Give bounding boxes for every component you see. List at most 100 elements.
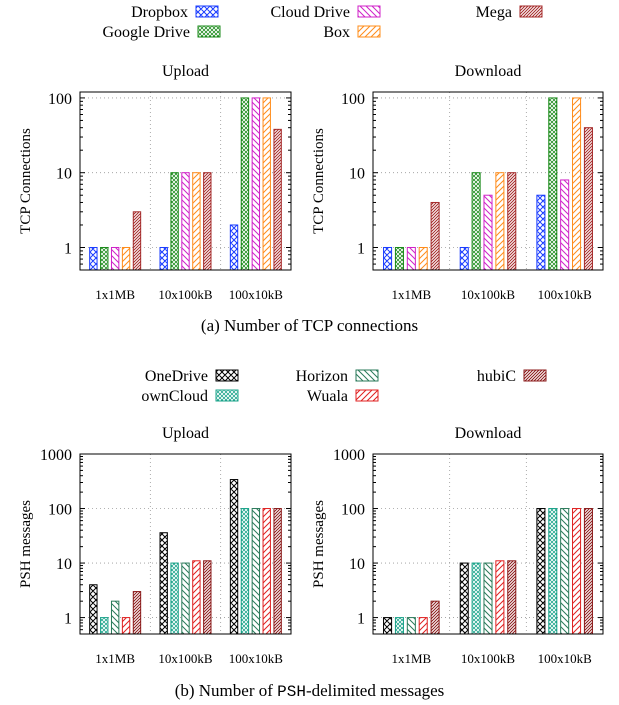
x-tick-label: 100x10kB	[229, 287, 284, 302]
x-tick-label: 10x100kB	[158, 651, 213, 666]
bar-dropbox-100x10kb	[536, 194, 546, 271]
bar-dropbox-100x10kb	[229, 224, 239, 271]
legend-label: ownCloud	[141, 388, 208, 405]
bar-hubic-1x1mb	[430, 600, 440, 635]
bar-box-100x10kb	[262, 97, 271, 271]
bar-cloud-drive-10x100kb	[181, 172, 190, 271]
y-tick-label: 1	[357, 240, 365, 257]
chart-title: Upload	[162, 425, 209, 442]
bar-box-1x1mb	[121, 246, 131, 271]
x-tick-label: 10x100kB	[158, 287, 213, 302]
bar-onedrive-1x1mb	[89, 584, 98, 635]
plot-frame	[372, 453, 604, 635]
legend-label: Wuala	[307, 388, 348, 405]
bar-dropbox-1x1mb	[89, 246, 98, 271]
legend-swatch	[523, 369, 547, 382]
bar-dropbox-10x100kb	[159, 246, 168, 271]
legend-swatch	[357, 25, 381, 38]
bar-cloud-drive-1x1mb	[406, 246, 416, 271]
y-axis-label: PSH messages	[311, 500, 327, 588]
bar-cloud-drive-10x100kb	[483, 194, 493, 271]
legend-label: Horizon	[296, 368, 348, 385]
legend-label: Cloud Drive	[270, 4, 350, 21]
x-tick-label: 100x10kB	[229, 651, 284, 666]
bar-box-1x1mb	[418, 246, 428, 271]
bar-mega-10x100kb	[507, 172, 517, 271]
plot-frame	[79, 91, 292, 271]
y-tick-label: 10	[56, 166, 72, 183]
chart-panel-1: 1 10 100 1x1MB 10x100kB 100x10kB Download TCP C…	[311, 63, 604, 302]
bar-wuala-10x100kb	[192, 560, 201, 635]
bar-cloud-drive-1x1mb	[110, 246, 120, 271]
legend-label: Mega	[476, 4, 512, 21]
chart-panel-3: 1 10 100 1000 1x1MB 10x100kB 100x10kB Download P…	[311, 425, 604, 666]
caption-b: (b) Number of PSH-delimited messages	[174, 681, 445, 701]
bar-horizon-1x1mb	[406, 617, 416, 635]
chart-title: Download	[455, 63, 522, 80]
bar-onedrive-100x10kb	[229, 479, 239, 635]
y-tick-label: 100	[48, 502, 72, 519]
plot-frame	[372, 91, 604, 271]
bar-cloud-drive-100x10kb	[251, 97, 261, 271]
legend-label: OneDrive	[145, 368, 208, 385]
bar-owncloud-100x10kb	[240, 508, 250, 635]
x-tick-label: 1x1MB	[95, 287, 135, 302]
bar-dropbox-10x100kb	[459, 246, 469, 271]
bar-wuala-1x1mb	[418, 617, 428, 635]
bar-wuala-10x100kb	[495, 560, 505, 635]
y-tick-label: 1	[64, 611, 72, 628]
chart-panel-2: 1 10 100 1000 1x1MB 10x100kB 100x10kB Upload PSH…	[18, 425, 292, 666]
bar-horizon-100x10kb	[251, 508, 261, 635]
legend-swatch	[357, 5, 381, 18]
bar-horizon-1x1mb	[110, 600, 120, 635]
y-tick-label: 100	[48, 91, 72, 108]
legend-swatch	[355, 369, 379, 382]
bar-owncloud-10x100kb	[170, 562, 179, 635]
y-tick-label: 1000	[40, 447, 72, 464]
y-tick-label: 1	[357, 611, 365, 628]
bar-google-drive-10x100kb	[471, 172, 481, 271]
bar-mega-100x10kb	[583, 127, 593, 271]
legend-label: Google Drive	[102, 24, 190, 41]
bar-mega-10x100kb	[203, 172, 212, 271]
y-tick-label: 100	[341, 502, 365, 519]
bar-box-10x100kb	[192, 172, 201, 271]
legend-swatch	[519, 5, 543, 18]
chart-title: Upload	[162, 63, 209, 80]
bar-owncloud-10x100kb	[471, 562, 481, 635]
x-tick-label: 100x10kB	[538, 287, 593, 302]
bar-hubic-10x100kb	[507, 560, 517, 635]
bar-box-100x10kb	[572, 97, 582, 271]
bar-box-10x100kb	[495, 172, 505, 271]
bar-horizon-10x100kb	[483, 562, 493, 635]
y-tick-label: 10	[349, 166, 365, 183]
y-axis-label: PSH messages	[18, 500, 34, 588]
bar-google-drive-10x100kb	[170, 172, 179, 271]
y-axis-label: TCP Connections	[18, 128, 34, 234]
bar-wuala-100x10kb	[262, 508, 271, 635]
x-tick-label: 10x100kB	[461, 287, 516, 302]
caption-a: (a) Number of TCP connections	[200, 316, 419, 335]
bar-google-drive-1x1mb	[100, 246, 109, 271]
bar-hubic-100x10kb	[273, 508, 282, 635]
bar-wuala-100x10kb	[572, 508, 582, 635]
x-tick-label: 1x1MB	[391, 651, 431, 666]
bar-google-drive-100x10kb	[240, 97, 250, 271]
bar-onedrive-10x100kb	[159, 532, 168, 635]
bar-horizon-100x10kb	[560, 508, 570, 635]
bar-onedrive-100x10kb	[536, 508, 546, 635]
legend-swatch	[195, 5, 219, 18]
bar-onedrive-1x1mb	[383, 617, 393, 635]
chart-panel-0: 1 10 100 1x1MB 10x100kB 100x10kB Upload TCP Con…	[18, 63, 292, 302]
y-tick-label: 10	[56, 556, 72, 573]
legend-label: Dropbox	[131, 4, 188, 21]
legend-swatch	[215, 389, 239, 402]
bar-owncloud-100x10kb	[548, 508, 558, 635]
x-tick-label: 1x1MB	[95, 651, 135, 666]
legend-swatch	[215, 369, 239, 382]
bar-horizon-10x100kb	[181, 562, 190, 635]
bar-hubic-100x10kb	[583, 508, 593, 635]
bar-mega-1x1mb	[430, 201, 440, 271]
bar-wuala-1x1mb	[121, 617, 131, 635]
